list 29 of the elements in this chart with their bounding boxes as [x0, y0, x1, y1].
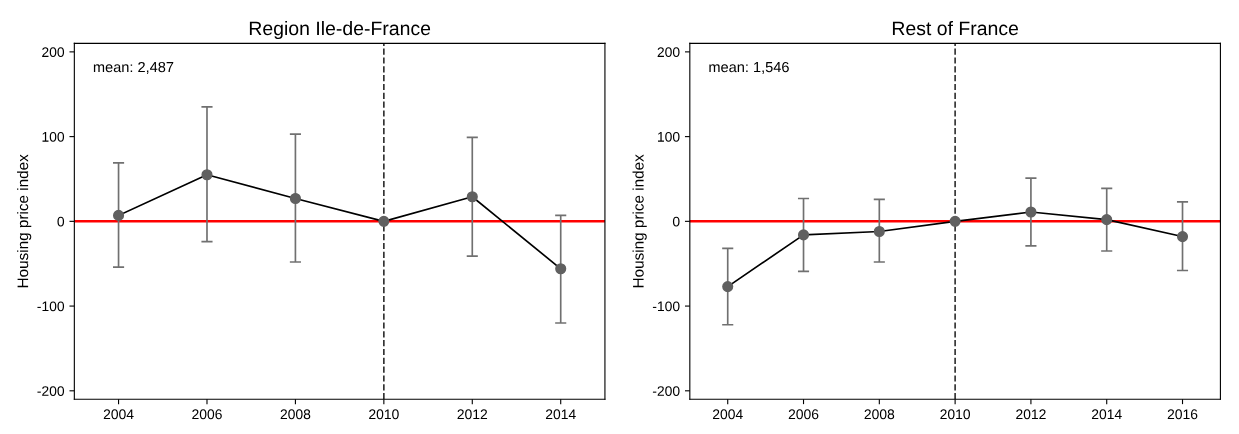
y-tick-label: 0 [672, 216, 680, 227]
y-tick-label: -100 [652, 301, 680, 312]
x-tick-label: 2010 [940, 409, 971, 420]
y-tick-label: -200 [652, 386, 680, 396]
x-tick-label: 2008 [280, 409, 311, 420]
y-axis-title: Housing price index [632, 154, 647, 288]
x-tick-label: 2012 [457, 409, 488, 420]
x-tick-label: 2010 [369, 409, 399, 420]
x-tick-label: 2012 [1016, 409, 1046, 420]
y-tick-label: -100 [37, 301, 65, 312]
chart-title: Region Ile-de-France [249, 20, 431, 40]
x-tick-label: 2016 [1167, 409, 1198, 420]
annotation: mean: 1,546 [709, 61, 789, 74]
x-tick-label: 2014 [1091, 409, 1122, 420]
x-tick-label: 2008 [864, 409, 895, 420]
y-tick-label: -200 [37, 386, 65, 396]
x-tick-label: 2006 [192, 409, 222, 420]
y-tick-label: 100 [42, 131, 65, 142]
x-tick-label: 2006 [788, 409, 819, 420]
y-tick-label: 100 [657, 131, 680, 142]
chart-title: Rest of France [892, 21, 1019, 36]
y-axis-title: Housing price index [17, 154, 32, 288]
x-tick-label: 2014 [545, 409, 576, 420]
y-tick-label: 0 [57, 216, 65, 227]
x-tick-label: 2004 [712, 409, 743, 420]
y-tick-label: 200 [42, 47, 65, 58]
annotation: mean: 2,487 [93, 61, 174, 74]
y-tick-label: 200 [657, 47, 680, 58]
x-tick-label: 2004 [103, 409, 134, 420]
